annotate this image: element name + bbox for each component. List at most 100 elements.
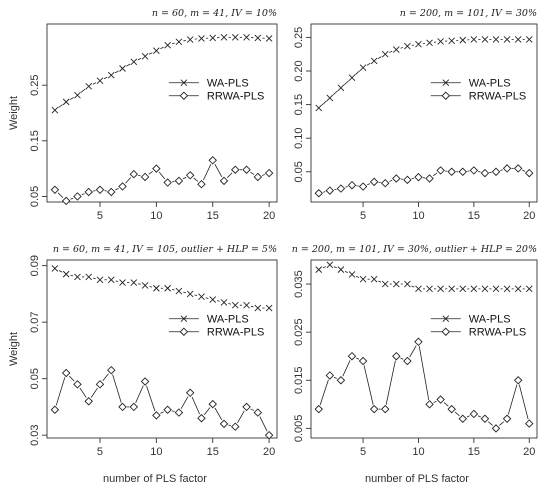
series-0-point-16-stroke-b: [481, 36, 489, 43]
series-0-point-7-stroke-b: [381, 280, 389, 288]
series-1-segment: [214, 164, 223, 178]
series-0-point-3: [337, 266, 345, 273]
series-1-segment: [333, 376, 337, 379]
series-0-point-19-stroke-b: [254, 304, 262, 312]
series-0-point-18-stroke-b: [503, 285, 511, 293]
series-0-point-20-stroke-b: [525, 285, 533, 293]
series-0-point-16-stroke-b: [481, 285, 489, 293]
series-0-segment: [171, 42, 175, 45]
series-1-point-18: [502, 414, 512, 423]
y-tick-label: 0.025: [293, 318, 305, 346]
legend-marker-1: [441, 91, 451, 100]
series-0-point-9-stroke-b: [141, 52, 149, 60]
y-tick-label: 0.05: [293, 161, 305, 182]
series-1-segment: [363, 365, 374, 405]
series-0-point-15: [470, 36, 478, 43]
x-tick-label: 5: [360, 210, 366, 222]
x-tick-label: 20: [263, 210, 275, 222]
series-0-segment: [194, 294, 198, 297]
series-1-point-12: [174, 176, 184, 186]
series-0-point-13-stroke-b: [186, 36, 194, 43]
series-0-point-9: [141, 282, 149, 289]
y-tick-label: 0.15: [29, 130, 41, 151]
series-0-point-8-stroke-b: [392, 46, 400, 53]
series-1-point-5: [95, 185, 105, 194]
legend-label-0: WA-PLS: [469, 78, 511, 90]
series-0-point-15-stroke-b: [470, 285, 478, 293]
series-0-point-18-stroke-b: [243, 301, 250, 309]
series-0-point-9: [404, 280, 411, 288]
series-1-point-17: [231, 165, 240, 174]
series-0-point-4-stroke-b: [348, 74, 356, 82]
series-0-point-15: [470, 285, 478, 293]
series-0-point-11: [164, 284, 171, 292]
series-0-segment: [343, 80, 349, 86]
series-0-point-11-stroke-b: [164, 284, 171, 292]
series-0-point-14-stroke-b: [198, 293, 205, 301]
legend-label-0: WA-PLS: [207, 78, 249, 90]
series-1-segment: [193, 177, 199, 182]
series-1-segment: [90, 387, 98, 398]
series-1-point-17: [491, 424, 501, 433]
series-1-point-1: [314, 404, 323, 414]
series-0-point-7-stroke-b: [381, 50, 389, 58]
series-1-segment: [191, 396, 201, 415]
series-0-point-3-stroke-b: [74, 91, 81, 99]
series-1-segment: [499, 421, 504, 426]
series-0-point-8-stroke-b: [130, 279, 138, 286]
series-0-segment: [217, 300, 220, 302]
series-1-segment: [389, 179, 393, 182]
plot-frame: [46, 259, 278, 439]
series-1-point-17: [491, 167, 501, 177]
series-0-point-1: [315, 266, 323, 273]
series-0-segment: [366, 62, 371, 66]
series-1-point-19: [253, 172, 263, 182]
series-1-point-15: [208, 399, 217, 409]
series-1-point-4: [84, 187, 93, 197]
series-0-segment: [355, 70, 361, 76]
series-0-segment: [378, 280, 382, 283]
series-1-point-5: [358, 182, 368, 191]
series-0-point-20-stroke-b: [525, 36, 533, 43]
series-0-segment: [58, 270, 63, 273]
series-1-point-20: [264, 168, 274, 178]
series-1-point-9: [140, 172, 150, 182]
series-0-point-11-stroke-b: [426, 39, 433, 47]
series-0-point-2: [326, 261, 334, 269]
series-0-point-11: [426, 285, 433, 293]
x-tick-label: 5: [360, 446, 366, 458]
series-1-segment: [182, 176, 187, 180]
panel-top-right: n = 200, m = 101, IV = 30% 5 10 15 20 0.05 0.1…: [293, 8, 538, 222]
x-tick-label: 15: [207, 446, 219, 458]
series-1-segment: [203, 407, 211, 415]
series-0-segment: [355, 275, 360, 278]
series-0-segment: [332, 90, 338, 96]
series-1-segment: [433, 400, 437, 403]
series-0-point-4-stroke-b: [348, 271, 356, 278]
series-1-segment: [507, 384, 518, 415]
series-0-point-12: [437, 285, 444, 293]
x-axis-label-right: number of PLS factor: [365, 473, 469, 485]
series-0-point-10-stroke-b: [153, 284, 160, 292]
series-1-point-9: [140, 377, 150, 386]
series-0-point-7-stroke-b: [119, 65, 126, 72]
series-1-segment: [355, 357, 360, 360]
series-1-segment: [250, 171, 255, 175]
x-tick-label: 20: [523, 446, 535, 458]
series-0-point-6-stroke-b: [370, 57, 378, 65]
legend-label-0: WA-PLS: [207, 314, 249, 326]
series-1-segment: [411, 177, 415, 180]
series-1-point-18: [502, 164, 512, 173]
series-0-point-4: [85, 82, 93, 90]
series-0-point-5: [359, 64, 367, 71]
series-0-point-3: [337, 84, 345, 92]
series-0-point-11: [426, 39, 433, 47]
series-0-point-14-stroke-b: [198, 35, 205, 42]
series-1-segment: [478, 171, 481, 173]
series-0-point-8: [392, 46, 400, 53]
series-1-point-19: [513, 376, 523, 385]
series-0-point-14-stroke-b: [459, 36, 467, 44]
series-0-point-20-stroke-b: [265, 304, 273, 312]
series-0-point-3-stroke-b: [337, 84, 345, 92]
legend-marker-0: [180, 315, 188, 323]
